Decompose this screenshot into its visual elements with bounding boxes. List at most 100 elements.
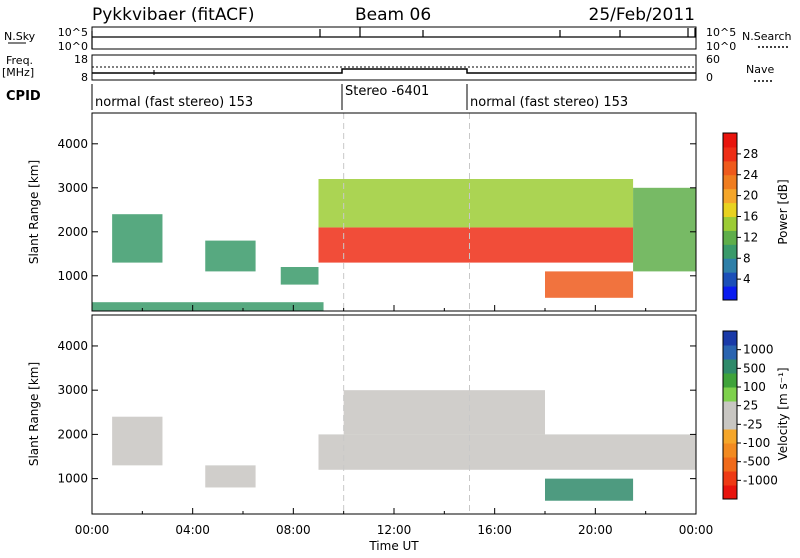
power-ytick-label-1: 3000 — [57, 181, 88, 195]
x-tick-label-1: 04:00 — [175, 523, 210, 537]
power-colorbar-cell-2 — [723, 258, 737, 273]
power-colorbar-ticks: 28 24 20 16 12 8 4 — [737, 147, 758, 286]
velocity-colorbar-ticks: 1000 500 100 25 -25 -100 -500 -1000 — [737, 343, 778, 487]
velocity-colorbar-cell-10 — [723, 345, 737, 360]
x-axis-ticks: 00:00 04:00 08:00 12:00 16:00 20:00 00:00 — [75, 523, 714, 537]
velocity-ytick-label-1: 3000 — [57, 383, 88, 397]
velocity-colorbar-cells — [723, 331, 737, 500]
x-tick-label-0: 00:00 — [75, 523, 110, 537]
freq-label: Freq. — [6, 54, 33, 67]
power-region-1 — [112, 214, 163, 263]
x-tick-label-6: 00:00 — [679, 523, 714, 537]
power-colorbar-cell-6 — [723, 202, 737, 217]
velocity-colorbar-tick-2: 100 — [743, 380, 766, 394]
power-panel: 4000 3000 2000 1000 Slant Range [km] — [27, 112, 697, 312]
nsearch-tick-bottom: 10^0 — [706, 40, 736, 53]
freq-unit-label: [MHz] — [2, 66, 34, 79]
cpid-segment-1: normal (fast stereo) 153 — [95, 95, 253, 110]
velocity-colorbar-cell-5 — [723, 415, 737, 430]
velocity-region-3 — [343, 390, 545, 435]
velocity-colorbar-cell-7 — [723, 387, 737, 402]
power-region-2 — [205, 240, 256, 272]
power-yticks: 4000 3000 2000 1000 — [57, 137, 697, 311]
velocity-colorbar-tick-5: -100 — [743, 436, 770, 450]
power-colorbar-tick-3: 16 — [743, 210, 758, 224]
power-region-0 — [92, 302, 324, 311]
power-ytick-label-3: 1000 — [57, 269, 88, 283]
x-tick-label-3: 12:00 — [377, 523, 412, 537]
velocity-colorbar-cell-1 — [723, 471, 737, 486]
velocity-ytick-label-2: 2000 — [57, 427, 88, 441]
power-region-3 — [280, 267, 319, 285]
velocity-yticks: 4000 3000 2000 1000 — [57, 339, 697, 514]
velocity-colorbar-cell-0 — [723, 485, 737, 500]
velocity-colorbar-label: Velocity [m s⁻¹] — [776, 367, 790, 460]
velocity-colorbar-tick-1: 500 — [743, 361, 766, 375]
power-colorbar-cell-10 — [723, 146, 737, 162]
power-ytick-label-2: 2000 — [57, 225, 88, 239]
power-colorbar-tick-0: 28 — [743, 147, 758, 161]
power-colorbar-tick-5: 8 — [743, 251, 751, 265]
power-colorbar-tick-6: 4 — [743, 272, 751, 286]
velocity-colorbar-tick-7: -1000 — [743, 473, 778, 487]
power-ytick-label-0: 4000 — [57, 137, 88, 151]
power-scatter-blobs — [92, 113, 696, 311]
power-colorbar-cell-9 — [723, 160, 737, 176]
nave-tick-top: 60 — [706, 53, 720, 66]
velocity-colorbar-frame — [722, 330, 738, 500]
power-region-4 — [318, 227, 634, 263]
velocity-ytick-label-0: 4000 — [57, 339, 88, 353]
x-tick-label-2: 08:00 — [276, 523, 311, 537]
power-colorbar-tick-2: 20 — [743, 189, 758, 203]
x-tick-label-4: 16:00 — [477, 523, 512, 537]
nsearch-tick-top: 10^5 — [706, 26, 736, 39]
power-colorbar: 28 24 20 16 12 8 4 Power [dB] — [722, 132, 790, 301]
cpid-segment-2: Stereo -6401 — [345, 84, 429, 99]
velocity-colorbar-tick-6: -500 — [743, 455, 770, 469]
freq-tick-top: 18 — [74, 53, 88, 66]
velocity-region-1 — [205, 465, 256, 488]
velocity-colorbar-cell-6 — [723, 401, 737, 416]
velocity-colorbar-cell-4 — [723, 429, 737, 444]
velocity-ytick-label-3: 1000 — [57, 472, 88, 486]
freq-tick-bottom: 8 — [81, 71, 88, 84]
x-tick-label-5: 20:00 — [578, 523, 613, 537]
power-colorbar-label: Power [dB] — [776, 179, 790, 244]
velocity-region-4 — [545, 478, 634, 501]
nsky-tick-top: 10^5 — [58, 26, 88, 39]
power-colorbar-tick-4: 12 — [743, 230, 758, 244]
nsky-panel-frame — [91, 26, 697, 50]
velocity-ylabel: Slant Range [km] — [27, 362, 41, 466]
velocity-colorbar: 1000 500 100 25 -25 -100 -500 -1000 Velocity [m… — [722, 330, 790, 500]
power-colorbar-cell-3 — [723, 244, 737, 259]
velocity-colorbar-cell-8 — [723, 373, 737, 388]
power-colorbar-cell-4 — [723, 230, 737, 245]
velocity-colorbar-cell-11 — [723, 331, 737, 346]
velocity-panel: 4000 3000 2000 1000 Slant Range [km] — [27, 314, 697, 515]
power-colorbar-tick-1: 24 — [743, 168, 758, 182]
radar-title: Pykkvibaer (fitACF) — [92, 5, 254, 25]
power-colorbar-cells — [723, 133, 737, 301]
nsearch-label: N.Search — [742, 30, 792, 43]
cpid-label: CPID — [6, 89, 41, 104]
velocity-colorbar-tick-4: -25 — [743, 417, 763, 431]
freq-trace — [92, 68, 696, 74]
power-colorbar-cell-11 — [723, 133, 737, 148]
power-region-5 — [318, 179, 634, 228]
power-colorbar-cell-7 — [723, 188, 737, 204]
power-colorbar-cell-5 — [723, 216, 737, 231]
power-region-6 — [545, 271, 634, 298]
velocity-colorbar-cell-3 — [723, 443, 737, 458]
velocity-colorbar-tick-0: 1000 — [743, 343, 774, 357]
beam-title: Beam 06 — [355, 5, 431, 25]
x-axis-label: Time UT — [368, 539, 419, 553]
velocity-scatter-blobs — [112, 315, 696, 514]
power-colorbar-cell-8 — [723, 174, 737, 190]
nave-tick-bottom: 0 — [706, 71, 713, 84]
cpid-segment-3: normal (fast stereo) 153 — [470, 95, 628, 110]
power-region-7 — [633, 187, 696, 272]
nsky-label: N.Sky — [4, 30, 36, 43]
nsky-tick-bottom: 10^0 — [58, 40, 88, 53]
